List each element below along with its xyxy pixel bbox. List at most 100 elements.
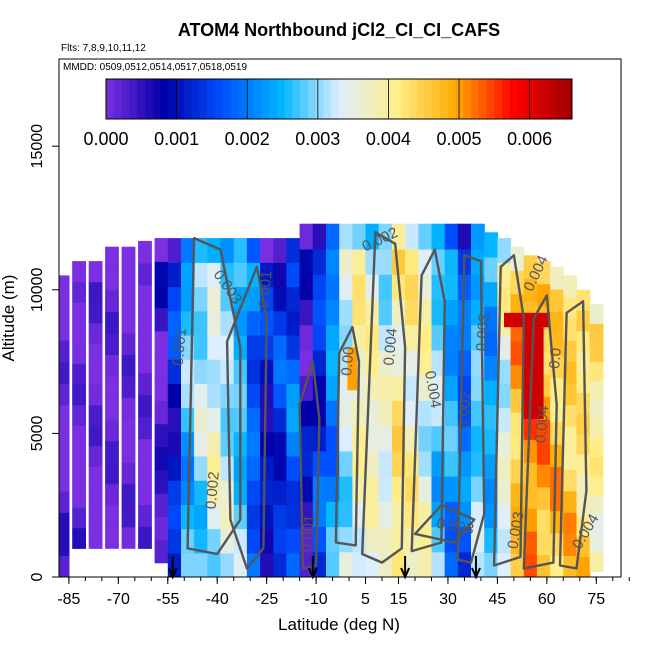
heatmap-cell — [405, 299, 419, 326]
heatmap-cell — [273, 334, 288, 360]
contour-label: 0.0 — [546, 347, 565, 369]
heatmap-cell — [88, 322, 103, 344]
heatmap-cell — [484, 281, 498, 307]
contour-line — [361, 231, 407, 564]
heatmap-cell — [105, 419, 119, 442]
colorbar-cell — [315, 79, 324, 119]
y-axis-label: Altitude (m) — [0, 275, 18, 362]
heatmap-cell — [339, 425, 353, 452]
heatmap-cell — [444, 450, 459, 477]
heatmap-cell — [326, 349, 340, 376]
heatmap-cell — [88, 363, 103, 385]
heatmap-cell — [418, 324, 433, 351]
heatmap-cell — [167, 407, 182, 433]
heatmap-cell — [286, 359, 301, 384]
heatmap-cell — [105, 397, 119, 420]
heatmap-cell — [299, 324, 314, 351]
heatmap-cell — [138, 240, 152, 264]
x-tick-label: 30 — [439, 591, 457, 608]
colorbar-cell — [533, 79, 542, 119]
heatmap-cell — [105, 246, 119, 269]
colorbar-cell — [408, 79, 418, 119]
heatmap-cell — [405, 223, 419, 250]
contour-label: 0.003 — [473, 313, 493, 352]
heatmap-cell — [378, 274, 393, 300]
heatmap-cell — [497, 528, 512, 554]
heatmap-cell — [378, 476, 393, 502]
heatmap-cell — [88, 281, 103, 303]
contour-line — [225, 265, 268, 570]
heatmap-cell — [418, 249, 433, 275]
heatmap-cell — [121, 483, 136, 506]
heatmap-cell — [444, 274, 459, 300]
colorbar-cell — [331, 79, 340, 119]
colorbar-cell — [424, 79, 433, 119]
heatmap-cell — [576, 433, 591, 455]
heatmap-cell — [138, 482, 152, 505]
heatmap-cell — [207, 238, 222, 263]
heatmap-cell — [220, 238, 235, 263]
heatmap-cell — [88, 302, 103, 324]
heatmap-cell — [431, 375, 446, 401]
heatmap-cell — [154, 354, 169, 378]
heatmap-cell — [299, 299, 314, 326]
x-axis: -85 -70 -55 -40 -25 -10 5 15 30 45 60 75 — [57, 577, 630, 608]
heatmap-cell — [194, 480, 208, 505]
heatmap-cell — [536, 464, 551, 488]
heatmap-cell — [154, 261, 169, 286]
heatmap-cell — [484, 306, 498, 332]
colorbar-cell — [393, 79, 402, 119]
heatmap-cell — [365, 425, 380, 452]
colorbar-cell — [471, 79, 480, 119]
heatmap-cell — [405, 375, 419, 401]
contour-label: 0.002 — [455, 391, 475, 430]
heatmap-cell — [59, 426, 70, 449]
heatmap-cell — [550, 266, 564, 290]
heatmap-cell — [497, 238, 512, 263]
heatmap-cell — [418, 450, 433, 477]
heatmap-cell — [286, 334, 301, 360]
colorbar-cell — [494, 79, 503, 119]
heatmap-cell — [299, 274, 314, 300]
x-tick-label: 5 — [361, 591, 370, 608]
heatmap-cell — [378, 324, 393, 351]
heatmap-cell — [194, 504, 208, 530]
heatmap-cell — [444, 375, 459, 401]
heatmap-cell — [484, 380, 498, 406]
heatmap-cell — [273, 431, 288, 457]
heatmap-cell — [260, 238, 274, 263]
contour-line — [410, 248, 446, 553]
heatmap-cell — [246, 383, 261, 409]
colorbar-cell — [432, 79, 441, 119]
heatmap-cell — [194, 359, 208, 384]
heatmap-cell — [299, 400, 314, 427]
x-tick-label: -70 — [107, 591, 130, 608]
heatmap-cell — [88, 343, 103, 365]
heatmap-cell — [194, 383, 208, 409]
heatmap-cell — [121, 462, 136, 485]
heatmap-cell — [418, 299, 433, 326]
heatmap-cell — [72, 322, 86, 344]
contour-label: 0.004 — [421, 370, 444, 410]
heatmap-cell — [207, 456, 222, 481]
heatmap-cell — [121, 375, 136, 398]
heatmap-cell — [563, 383, 578, 406]
contour-line — [456, 254, 486, 564]
heatmap-cell — [576, 453, 591, 475]
heatmap-cell — [194, 262, 208, 288]
heatmap-cell — [207, 552, 222, 577]
x-tick-label: -10 — [305, 591, 328, 608]
heatmap-cell — [72, 486, 86, 508]
heatmap-cell — [181, 286, 195, 312]
heatmap-cell — [484, 453, 498, 480]
heatmap-cell — [194, 334, 208, 360]
colorbar-cell — [183, 79, 192, 119]
heatmap-cell — [484, 429, 498, 455]
heatmap-cell — [260, 383, 274, 409]
colorbar-cell — [199, 79, 208, 119]
heatmap-cell — [312, 324, 327, 351]
contour-label: 0.002 — [203, 471, 223, 510]
heatmap-cell — [286, 262, 301, 288]
heatmap-cell — [167, 334, 182, 360]
colorbar-cell — [129, 79, 138, 119]
